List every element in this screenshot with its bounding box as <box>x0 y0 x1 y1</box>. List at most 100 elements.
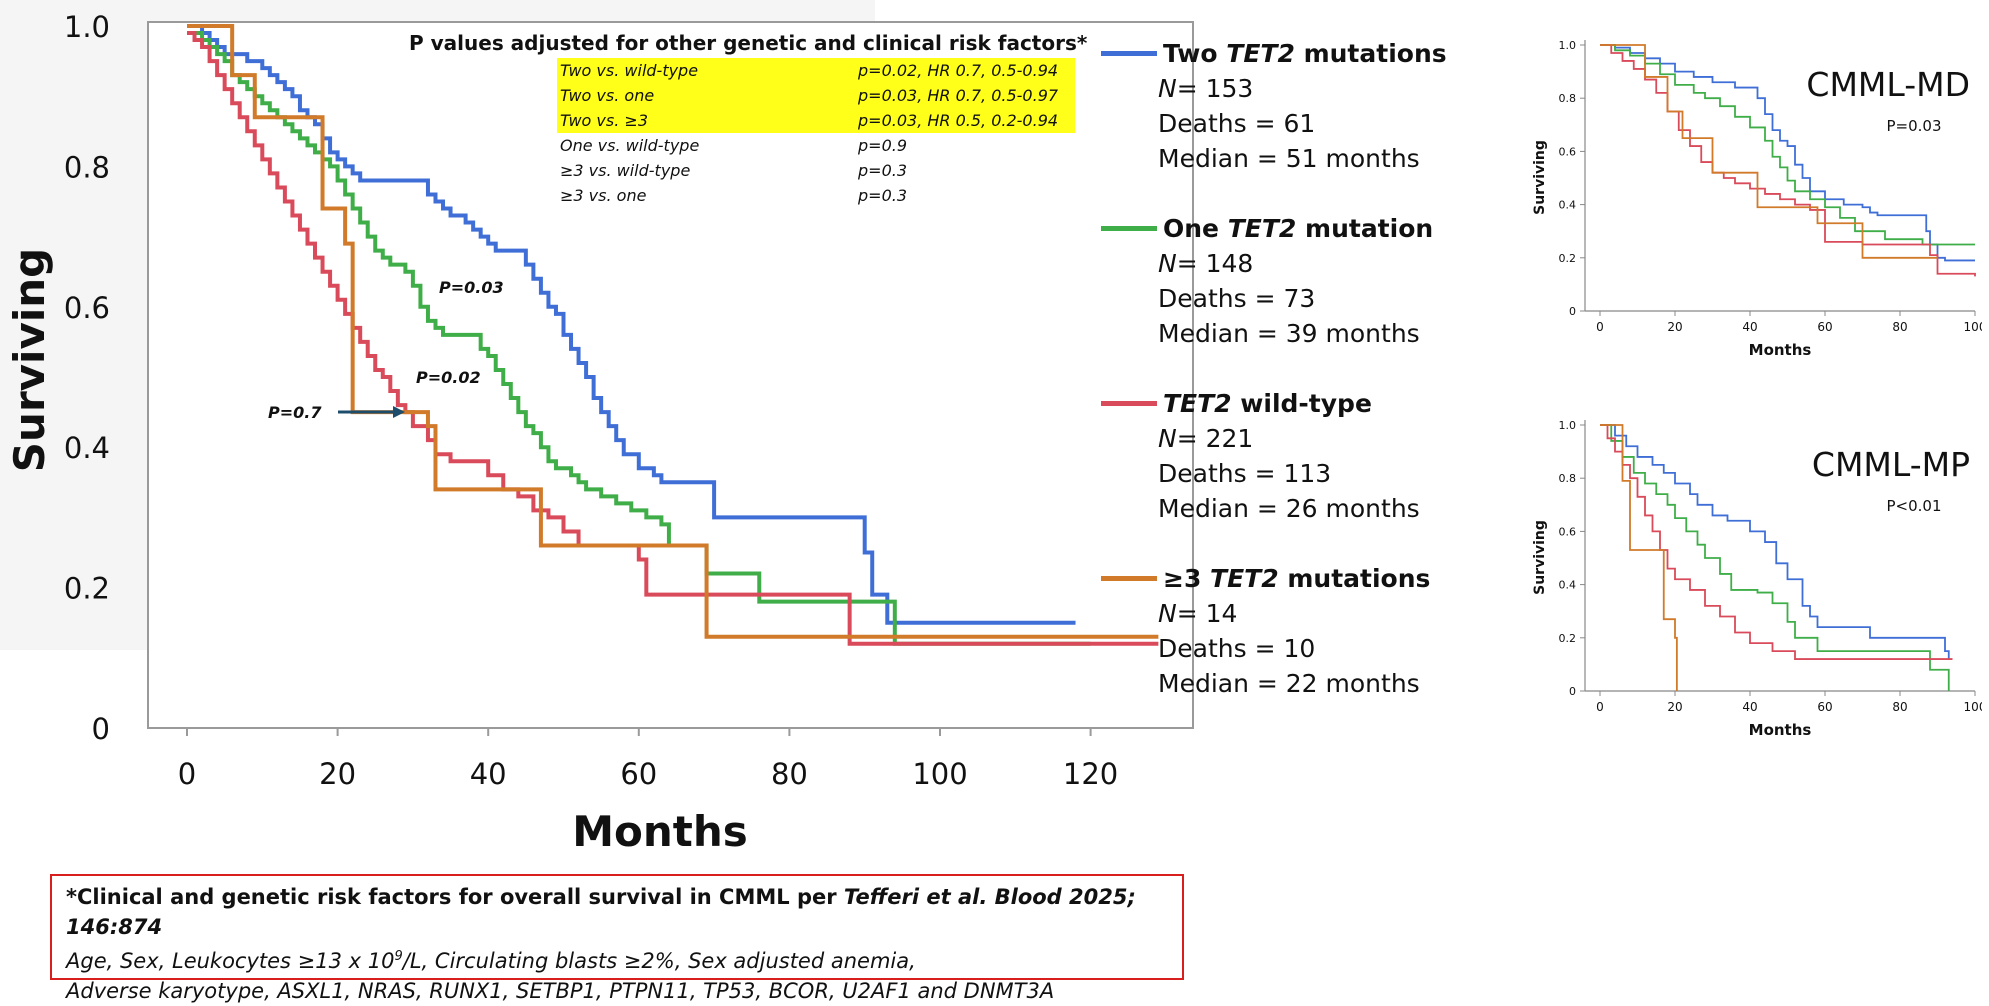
main-x-axis-title: Months <box>572 807 748 856</box>
footnote-line-1: Age, Sex, Leukocytes ≥13 x 109/L, Circul… <box>66 942 1168 976</box>
cmml-mp-series-line-1 <box>1600 424 1950 691</box>
cmml-mp-series-line-0 <box>1600 424 1950 660</box>
footnote-title-text: *Clinical and genetic risk factors for o… <box>66 885 844 909</box>
main-y-tick-label: 1.0 <box>64 10 110 44</box>
p-table-comparison: One vs. wild-type <box>560 136 699 155</box>
p003-label: P=0.03 <box>439 278 504 297</box>
legend-deaths: Deaths = 113 <box>1158 459 1332 488</box>
legend-label-post: mutations <box>1278 564 1431 593</box>
cmml-mp-y-tick-label: 0.2 <box>1559 632 1577 645</box>
cmml-md-x-tick-label: 40 <box>1742 320 1757 334</box>
legend-deaths: Deaths = 73 <box>1158 284 1316 313</box>
cmml-md-x-tick-label: 80 <box>1892 320 1907 334</box>
cmml-md-y-tick-label: 0.8 <box>1559 92 1577 105</box>
cmml-mp-x-tick-label: 20 <box>1667 700 1682 714</box>
footnote-line-1-sup: 9 <box>394 949 403 964</box>
main-series-line-2 <box>187 31 1159 646</box>
cmml-md-y-tick-label: 0.2 <box>1559 252 1577 265</box>
cmml-mp-x-tick-label: 60 <box>1817 700 1832 714</box>
cmml-mp-chart: 0 0.2 0.4 0.6 0.8 1.0 0 20 40 60 80 100 Surviving Mon… <box>1532 419 1986 739</box>
cmml-mp-p-value: P<0.01 <box>1886 497 1941 515</box>
cmml-md-x-tick-label: 0 <box>1596 320 1604 334</box>
cmml-md-chart: 0 0.2 0.4 0.6 0.8 1.0 0 20 40 60 80 100 Surviving Mon… <box>1532 39 1986 359</box>
legend-deaths: Deaths = 10 <box>1158 634 1316 663</box>
cmml-md-series-line-0 <box>1600 44 1975 262</box>
legend-entry: One TET2 mutation N= 148 Deaths = 73 Median… <box>1101 211 1434 351</box>
cmml-mp-panel: 0 0.2 0.4 0.6 0.8 1.0 0 20 40 60 80 100 Surviving Mon… <box>1520 408 1986 748</box>
cmml-md-p-value: P=0.03 <box>1886 117 1941 135</box>
main-series-line-1 <box>187 31 1091 646</box>
legend-swatch <box>1101 576 1157 581</box>
footnote-citation: Tefferi et al. Blood 2025; 146:874 <box>66 885 1136 939</box>
cmml-md-panel: 0 0.2 0.4 0.6 0.8 1.0 0 20 40 60 80 100 Surviving Mon… <box>1520 28 1986 368</box>
cmml-md-x-tick-label: 60 <box>1817 320 1832 334</box>
main-survival-chart: P values adjusted for other genetic and … <box>5 10 1194 856</box>
cmml-mp-y-tick-label: 0.4 <box>1559 579 1577 592</box>
legend-deaths: Deaths = 61 <box>1158 109 1316 138</box>
p-table-value: p=0.9 <box>857 136 907 155</box>
cmml-mp-x-tick-label: 80 <box>1892 700 1907 714</box>
cmml-md-x-tick-label: 20 <box>1667 320 1682 334</box>
cmml-md-y-axis-title: Surviving <box>1532 140 1548 215</box>
main-y-axis-title: Surviving <box>5 248 54 472</box>
p-table-comparison: Two vs. ≥3 <box>560 111 648 130</box>
cmml-md-y-tick-label: 0.6 <box>1559 145 1577 158</box>
cmml-md-y-tick-label: 0.4 <box>1559 199 1577 212</box>
legend-median: Median = 51 months <box>1158 144 1420 173</box>
p-table-value: p=0.02, HR 0.7, 0.5-0.94 <box>857 61 1058 80</box>
cmml-md-x-tick-label: 100 <box>1964 320 1982 334</box>
legend-label-post: mutation <box>1296 214 1434 243</box>
legend-entry: TET2 wild-type N= 221 Deaths = 113 Median =… <box>1101 386 1420 526</box>
main-x-tick-label: 0 <box>178 757 196 791</box>
main-x-tick-label: 80 <box>771 757 808 791</box>
cmml-mp-x-tick-label: 0 <box>1596 700 1604 714</box>
legend-title: One TET2 mutation <box>1101 211 1434 246</box>
p002-label: P=0.02 <box>416 368 481 387</box>
footnote-title: *Clinical and genetic risk factors for o… <box>66 882 1168 942</box>
cmml-mp-y-tick-label: 1.0 <box>1559 419 1577 432</box>
main-x-tick-label: 20 <box>319 757 356 791</box>
cmml-md-x-axis-title: Months <box>1749 341 1812 359</box>
legend-n-label: N <box>1158 599 1177 628</box>
legend-label-post: wild-type <box>1231 389 1372 418</box>
legend-entry: ≥3 TET2 mutations N= 14 Deaths = 10 Median … <box>1101 561 1431 701</box>
cmml-mp-y-tick-label: 0.8 <box>1559 472 1577 485</box>
p-value-table: P values adjusted for other genetic and … <box>409 31 1088 205</box>
p-table-comparison: Two vs. one <box>560 86 654 105</box>
legend-title: TET2 wild-type <box>1101 386 1420 421</box>
p-table-comparison: ≥3 vs. wild-type <box>560 161 690 180</box>
legend-n-value: = 153 <box>1176 74 1254 103</box>
legend-n-value: = 148 <box>1176 249 1254 278</box>
legend-label-gene: TET2 <box>1227 214 1297 243</box>
cmml-md-y-tick-label: 1.0 <box>1559 39 1577 52</box>
cmml-mp-x-tick-label: 100 <box>1964 700 1982 714</box>
main-x-tick-label: 120 <box>1063 757 1118 791</box>
cmml-mp-y-tick-label: 0 <box>1569 685 1576 698</box>
legend-n-label: N <box>1158 74 1177 103</box>
legend-label-pre: Two <box>1163 39 1227 68</box>
p-table-value: p=0.3 <box>857 186 907 205</box>
legend-swatch <box>1101 51 1157 56</box>
legend-swatch <box>1101 401 1157 406</box>
legend-label-gene: TET2 <box>1210 564 1279 593</box>
legend-title: Two TET2 mutations <box>1101 36 1447 71</box>
legend-n-label: N <box>1158 249 1177 278</box>
legend-n-value: = 14 <box>1176 599 1238 628</box>
main-series-line-0 <box>187 24 1076 625</box>
main-x-tick-label: 40 <box>470 757 507 791</box>
footnote-line-1-a: Age, Sex, Leukocytes ≥13 x 10 <box>66 949 395 973</box>
footnote-line-2: Adverse karyotype, ASXL1, NRAS, RUNX1, S… <box>66 979 1055 1003</box>
legend-label-pre: ≥3 <box>1163 564 1211 593</box>
legend-median: Median = 22 months <box>1158 669 1420 698</box>
p07-arrow <box>338 406 405 418</box>
legend-n: N= 153 <box>1158 71 1447 106</box>
p-table-value: p=0.03, HR 0.7, 0.5-0.97 <box>857 86 1059 105</box>
footnote-line-1-b: /L, Circulating blasts ≥2%, Sex adjusted… <box>402 949 916 973</box>
p-value-table-title: P values adjusted for other genetic and … <box>409 31 1088 55</box>
legend-entry: Two TET2 mutations N= 153 Deaths = 61 Media… <box>1101 36 1447 176</box>
legend-label-post: mutations <box>1294 39 1447 68</box>
legend-median: Median = 39 months <box>1158 319 1420 348</box>
p-table-comparison: ≥3 vs. one <box>560 186 647 205</box>
p-table-value: p=0.03, HR 0.5, 0.2-0.94 <box>857 111 1058 130</box>
cmml-md-y-tick-label: 0 <box>1569 305 1576 318</box>
